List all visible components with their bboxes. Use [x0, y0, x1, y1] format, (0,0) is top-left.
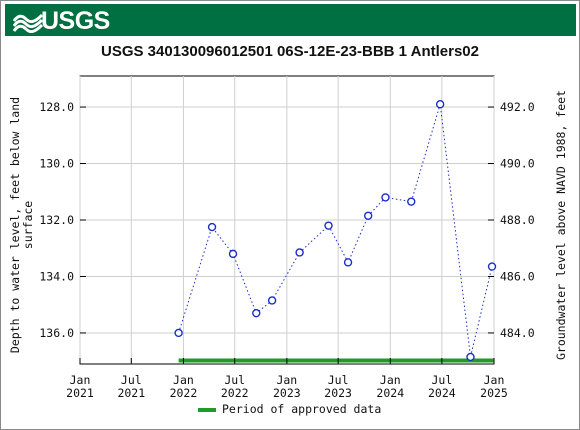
left-tick-label-0: 128.0 — [39, 100, 74, 114]
usgs-logo-text: USGS — [41, 7, 110, 35]
x-tick-month-5: Jul — [328, 373, 349, 387]
data-point-0 — [174, 328, 183, 338]
x-tick-month-8: Jan — [484, 373, 505, 387]
x-tick-year-4: 2023 — [273, 386, 301, 400]
data-point-10 — [407, 197, 416, 206]
x-tick-month-7: Jul — [431, 373, 452, 387]
data-point-7 — [343, 258, 353, 267]
legend-label: Period of approved data — [222, 402, 382, 416]
approved-period-group — [178, 358, 494, 363]
x-tick-year-7: 2024 — [428, 386, 456, 400]
data-point-9 — [381, 193, 390, 202]
x-axis-ticks: Jan2021Jul2021Jan2022Jul2022Jan2023Jul20… — [66, 358, 508, 400]
x-tick-month-2: Jan — [173, 373, 194, 387]
x-tick-year-8: 2025 — [480, 386, 508, 400]
usgs-banner: USGS — [5, 4, 576, 36]
legend-swatch — [198, 408, 216, 412]
series-line — [178, 104, 493, 358]
y-axis-label-left-line1: Depth to water level, feet below land — [8, 97, 22, 353]
y-axis-label-left-line2: surface — [21, 201, 35, 250]
data-point-3 — [252, 308, 261, 318]
right-tick-label-0: 484.0 — [500, 326, 535, 340]
data-point-11 — [435, 100, 445, 109]
data-point-1 — [207, 222, 217, 232]
data-point-13 — [487, 262, 497, 271]
left-tick-label-4: 136.0 — [39, 326, 74, 340]
chart-grid — [79, 76, 495, 364]
x-tick-month-3: Jul — [224, 373, 245, 387]
data-point-2 — [228, 249, 238, 259]
right-tick-label-1: 486.0 — [500, 269, 535, 283]
x-tick-month-0: Jan — [70, 373, 91, 387]
x-tick-year-1: 2021 — [117, 386, 145, 400]
x-tick-year-5: 2023 — [324, 386, 352, 400]
x-tick-year-2: 2022 — [170, 386, 198, 400]
x-tick-month-1: Jul — [121, 373, 142, 387]
data-point-12 — [466, 352, 475, 362]
x-tick-year-3: 2022 — [221, 386, 249, 400]
data-points — [174, 100, 497, 362]
left-tick-label-2: 132.0 — [39, 213, 74, 227]
y-axis-label-right: Groundwater level above NAVD 1988, feet — [554, 90, 568, 360]
right-tick-label-2: 488.0 — [500, 213, 535, 227]
left-axis-ticks: 128.0 130.0 132.0 134.0 136.0 — [39, 100, 86, 340]
data-point-6 — [324, 221, 333, 230]
left-tick-label-3: 134.0 — [39, 269, 74, 283]
data-point-8 — [363, 211, 373, 220]
right-axis-ticks: 484.0 486.0 488.0 490.0 492.0 — [488, 100, 535, 340]
x-tick-year-6: 2024 — [376, 386, 404, 400]
x-tick-month-6: Jan — [380, 373, 401, 387]
x-tick-year-0: 2021 — [66, 386, 94, 400]
data-point-4 — [267, 296, 277, 305]
data-point-5 — [295, 248, 304, 257]
left-tick-label-1: 130.0 — [39, 157, 74, 171]
approved-period-bar — [178, 358, 494, 363]
x-tick-month-4: Jan — [276, 373, 297, 387]
right-tick-label-3: 490.0 — [500, 157, 535, 171]
usgs-wave-icon — [13, 13, 43, 33]
chart-title: USGS 340130096012501 06S-12E-23-BBB 1 An… — [100, 43, 479, 60]
right-tick-label-4: 492.0 — [500, 100, 535, 114]
